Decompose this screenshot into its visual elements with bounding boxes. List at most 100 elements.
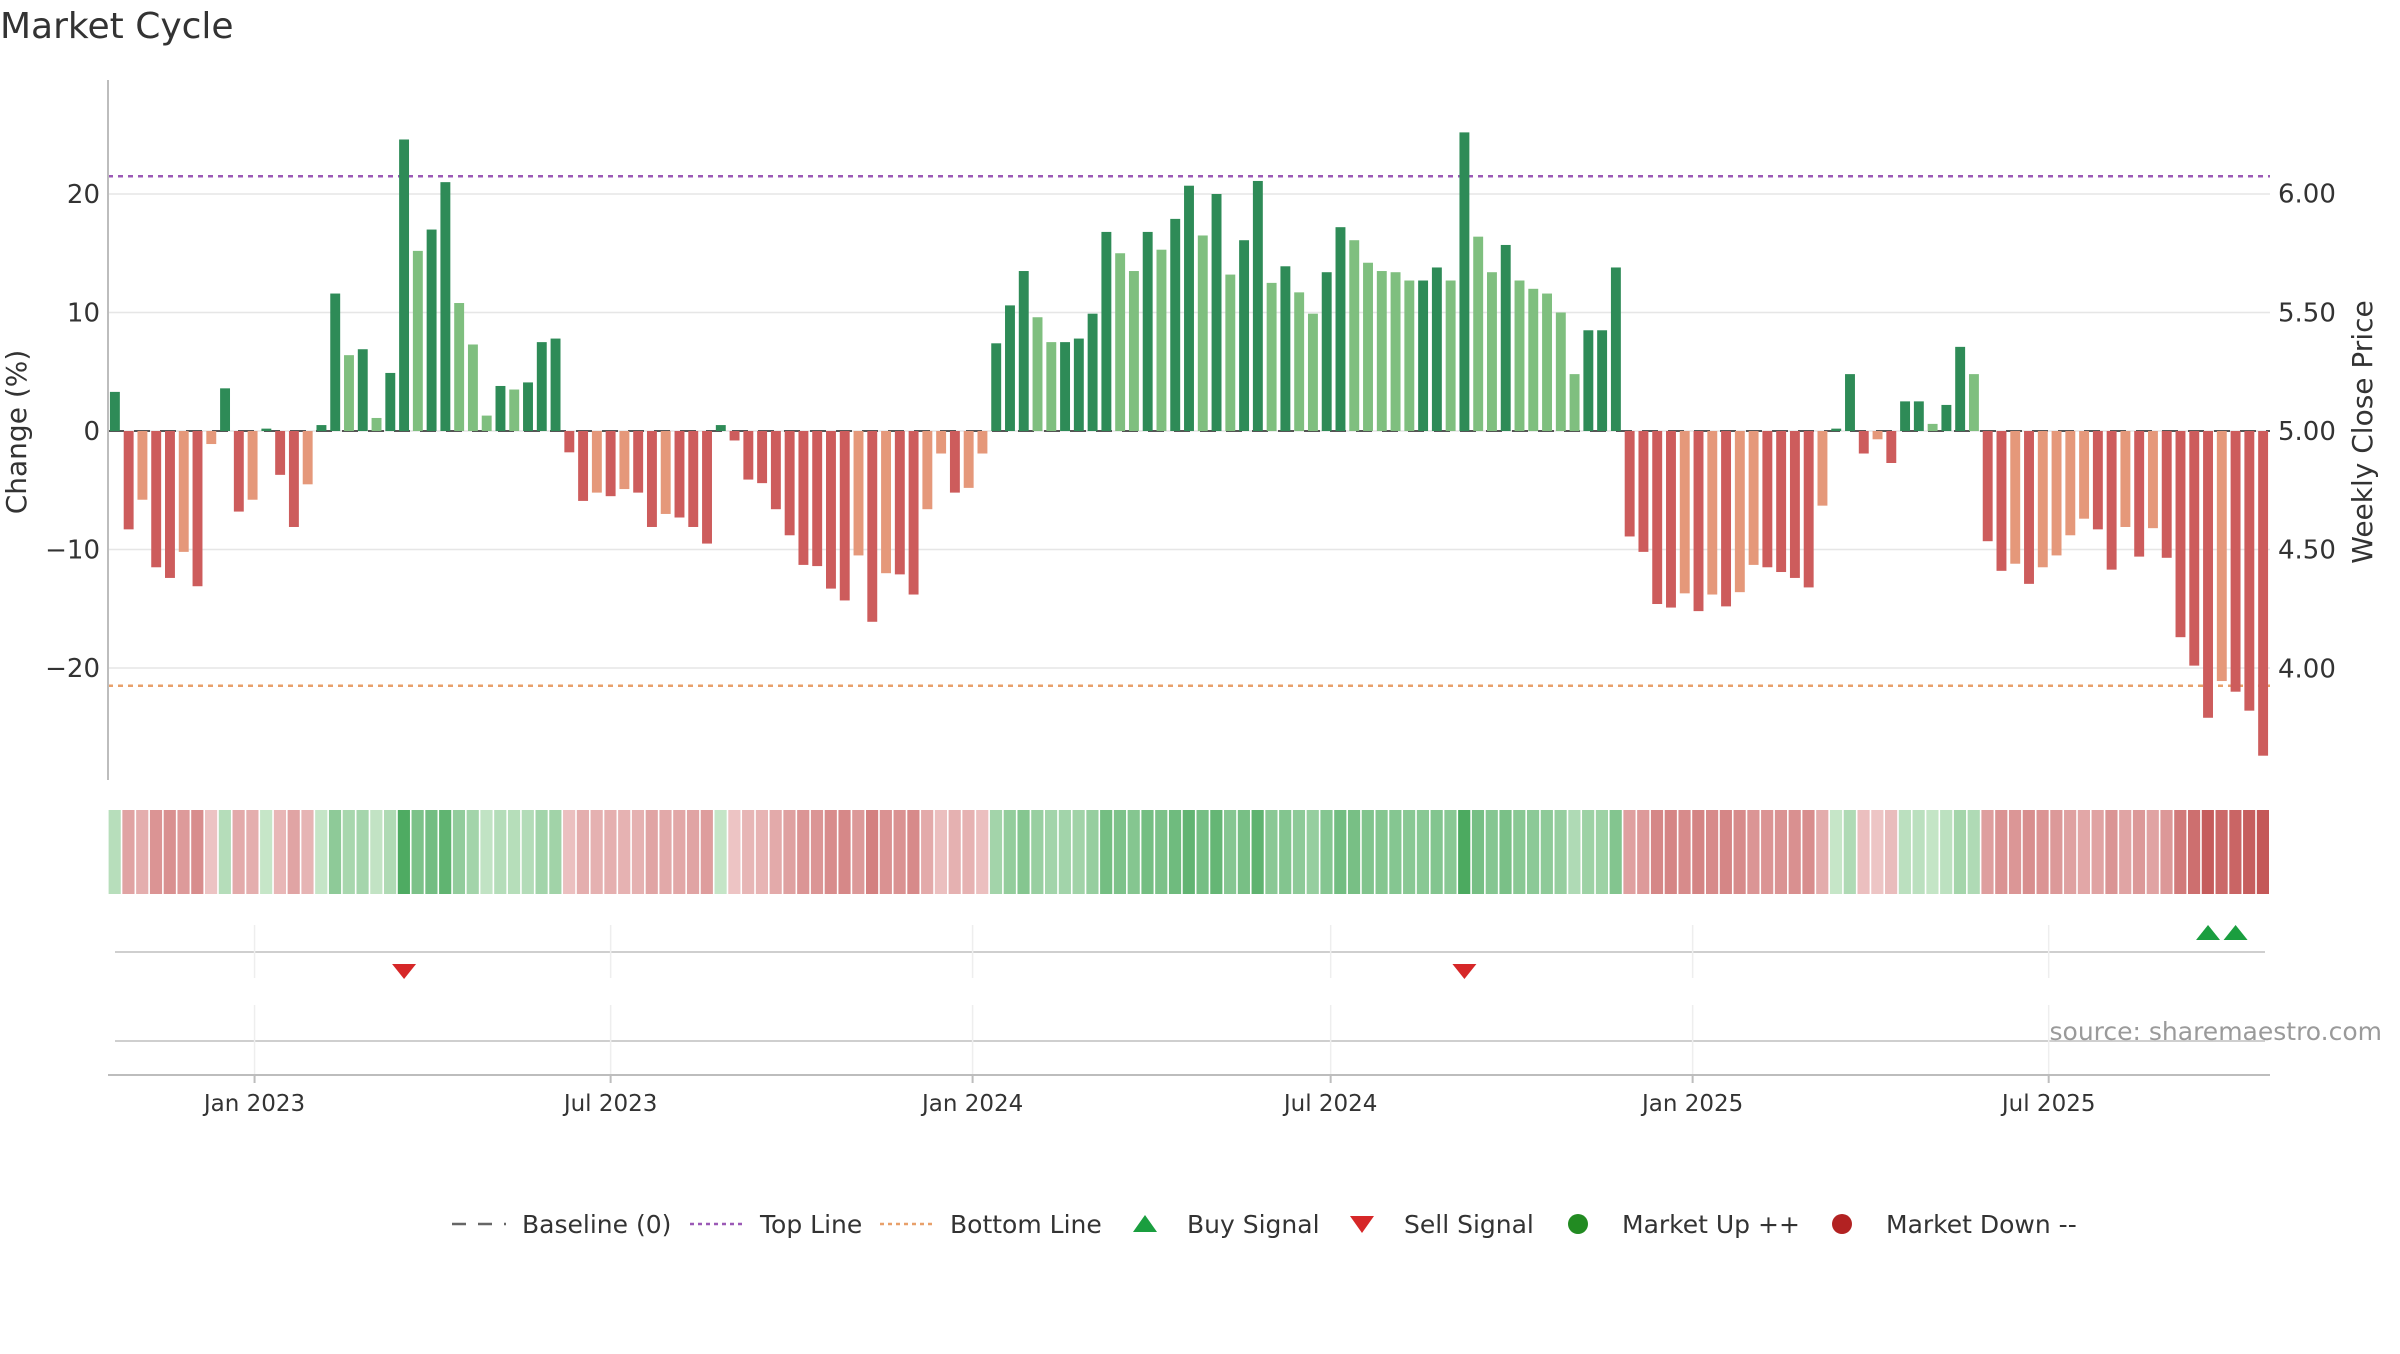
bar (826, 431, 836, 589)
bar (1886, 431, 1897, 463)
bar (674, 431, 685, 518)
heat-strip-cell (535, 810, 548, 894)
heat-strip-cell (411, 810, 424, 894)
heat-strip-cell (1678, 810, 1691, 894)
bar (1363, 262, 1373, 431)
bar (853, 431, 864, 556)
y2-tick-label: 4.00 (2278, 654, 2336, 684)
heat-strip-cell (1885, 810, 1898, 894)
bar (1776, 431, 1787, 573)
bar (426, 229, 437, 431)
heat-strip-cell (218, 810, 231, 894)
legend-label: Sell Signal (1404, 1210, 1534, 1239)
bar (1955, 346, 1966, 431)
bar (495, 385, 506, 431)
heat-strip-cell (1568, 810, 1581, 894)
heat-strip-cell (425, 810, 438, 894)
heat-strip-cell (149, 810, 163, 894)
heat-strip-cell (2215, 810, 2228, 894)
heat-strip-cell (2256, 810, 2269, 894)
y2-axis-label: Weekly Close Price (2346, 300, 2379, 563)
bar (2203, 431, 2213, 718)
heat-strip-cell (1403, 810, 1416, 894)
bar (1335, 227, 1346, 431)
bar (564, 431, 575, 453)
heat-strip-cell (673, 810, 686, 894)
bar (1431, 267, 1442, 431)
heat-strip-cell (1926, 810, 1939, 894)
heat-strip-cell (824, 810, 837, 894)
heat-strip-cell (2022, 810, 2035, 894)
heat-strip-cell (1347, 810, 1361, 894)
heat-strip-cell (590, 810, 603, 894)
heat-strip-cell (301, 810, 314, 894)
bar (729, 431, 740, 441)
heat-strip-cell (108, 810, 121, 894)
bar (633, 431, 644, 493)
bar (1789, 431, 1800, 578)
heat-strip-cell (1582, 810, 1595, 894)
y-tick-label: −10 (45, 536, 100, 566)
heat-strip-cell (1155, 810, 1168, 894)
heat-strip-cell (1320, 810, 1333, 894)
bar (1170, 218, 1181, 431)
legend: Baseline (0) Top Line Bottom Line Buy Signa… (452, 1210, 2077, 1239)
heat-strip-cell (2091, 810, 2104, 894)
axes: 20 10 0 −10 −20 6.00 5.50 5.00 4.50 4.00 (45, 80, 2336, 780)
bar (977, 431, 988, 454)
heat-strip-cell (1843, 810, 1856, 894)
bar (1900, 401, 1911, 431)
bar (1266, 282, 1277, 431)
heat-strip-cell (2229, 810, 2242, 894)
buy-signal-icon (1133, 1215, 1157, 1232)
bar (288, 431, 299, 527)
bar (1252, 180, 1263, 431)
bar (220, 388, 231, 431)
bar (1762, 431, 1773, 568)
heat-strip-cell (1265, 810, 1278, 894)
buy-signal-marker (2196, 925, 2221, 940)
heat-strip-cell (797, 810, 810, 894)
bar (2010, 431, 2021, 564)
heat-strip-cell (1072, 810, 1085, 894)
heat-strip-cell (1761, 810, 1774, 894)
heat-strip-cell (1168, 810, 1182, 894)
bar (812, 431, 823, 567)
heat-strip-cell (1995, 810, 2008, 894)
bar (2258, 431, 2269, 756)
bar (1679, 431, 1690, 594)
x-tick-label: Jul 2024 (1282, 1091, 1378, 1117)
heat-strip-cell (1444, 810, 1457, 894)
legend-label: Bottom Line (950, 1210, 1102, 1239)
bar (1445, 280, 1456, 431)
sell-signal-marker (392, 964, 417, 979)
bar (275, 431, 286, 475)
heat-strip-cell (1499, 810, 1512, 894)
bar (371, 417, 382, 431)
bar (1721, 431, 1732, 607)
heat-strip-cell (865, 810, 879, 894)
heat-strip-cell (2105, 810, 2118, 894)
heat-strip-cell (1637, 810, 1650, 894)
bar (2092, 431, 2103, 530)
heat-strip-cell (1802, 810, 1815, 894)
heat-strip-cell (1100, 810, 1113, 894)
legend-circle-icon (1568, 1214, 1588, 1234)
bar (1101, 231, 1112, 431)
bar (467, 344, 478, 431)
bar (1142, 231, 1153, 431)
bar (1005, 305, 1015, 431)
y-tick-label: −20 (45, 654, 100, 684)
heat-strip-cell (2077, 810, 2090, 894)
bar (578, 431, 589, 501)
heat-strip-cell (480, 810, 493, 894)
buy-signal-marker (2223, 925, 2248, 940)
bar (1817, 431, 1828, 506)
heat-strip-cell (191, 810, 204, 894)
heat-strip-cell (2008, 810, 2022, 894)
bar (963, 431, 974, 488)
heat-strip-cell (1458, 810, 1471, 894)
heat-strip-cell (1375, 810, 1388, 894)
bar (936, 431, 947, 454)
